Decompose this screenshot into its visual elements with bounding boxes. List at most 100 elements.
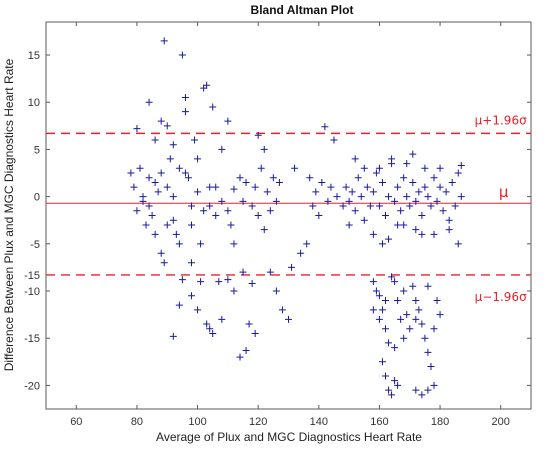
- data-point: [436, 164, 444, 172]
- data-point: [178, 276, 186, 284]
- data-point: [391, 377, 399, 385]
- data-point: [184, 174, 192, 182]
- data-point: [318, 178, 326, 186]
- data-point: [400, 287, 408, 295]
- data-point: [169, 141, 177, 149]
- data-point: [400, 334, 408, 342]
- data-point: [260, 145, 268, 153]
- data-point: [188, 292, 195, 300]
- data-point: [160, 259, 168, 267]
- data-point: [227, 221, 235, 229]
- data-point: [424, 282, 432, 290]
- data-point: [436, 311, 444, 319]
- data-point: [236, 353, 244, 361]
- plot-area-frame: [45, 21, 532, 410]
- data-point: [145, 174, 153, 182]
- data-point: [330, 136, 338, 144]
- data-point: [203, 81, 211, 89]
- data-point: [430, 381, 438, 389]
- data-point: [212, 183, 220, 191]
- data-point: [385, 386, 393, 394]
- data-point: [212, 212, 220, 219]
- data-point: [385, 235, 393, 243]
- x-tick-label: 80: [131, 416, 143, 428]
- data-point: [412, 296, 420, 304]
- x-tick-label: 100: [188, 416, 206, 428]
- data-point: [345, 197, 353, 205]
- data-point: [242, 346, 250, 354]
- data-point: [372, 169, 380, 177]
- data-point: [312, 188, 320, 196]
- data-point: [218, 315, 226, 323]
- data-point: [194, 188, 202, 196]
- data-point: [251, 329, 259, 337]
- data-point: [215, 278, 223, 286]
- data-point: [181, 94, 189, 102]
- data-point: [169, 216, 177, 224]
- data-point: [260, 226, 268, 234]
- data-point: [415, 188, 423, 196]
- data-point: [157, 249, 165, 257]
- data-point: [188, 202, 195, 210]
- data-point: [278, 306, 286, 314]
- data-point: [454, 240, 462, 248]
- data-point: [309, 202, 317, 210]
- data-point: [360, 216, 368, 224]
- data-point: [360, 164, 368, 172]
- data-point: [203, 320, 211, 328]
- data-point: [160, 37, 168, 45]
- data-point: [224, 276, 232, 284]
- x-tick-label: 200: [492, 416, 510, 428]
- data-point: [188, 259, 195, 267]
- data-point: [230, 185, 238, 193]
- data-point: [139, 197, 147, 205]
- data-point: [391, 278, 399, 286]
- data-point: [394, 183, 402, 191]
- chart-title: Bland Altman Plot: [251, 3, 354, 17]
- data-points: [127, 37, 465, 399]
- data-point: [409, 282, 417, 290]
- data-point: [391, 197, 399, 205]
- data-point: [378, 240, 386, 248]
- data-point: [351, 207, 359, 215]
- data-point: [175, 301, 183, 309]
- data-point: [194, 155, 202, 163]
- data-point: [375, 202, 383, 210]
- data-point: [178, 51, 186, 59]
- data-point: [206, 183, 214, 191]
- data-point: [375, 164, 383, 172]
- data-point: [251, 183, 259, 191]
- x-tick-label: 160: [370, 416, 388, 428]
- data-point: [412, 386, 420, 394]
- data-point: [297, 249, 305, 257]
- data-point: [439, 207, 447, 215]
- data-point: [230, 287, 238, 295]
- data-point: [291, 164, 299, 172]
- data-point: [409, 150, 417, 158]
- data-point: [412, 226, 420, 234]
- data-point: [218, 145, 226, 153]
- data-point: [157, 117, 165, 125]
- data-point: [206, 202, 214, 210]
- data-point: [363, 183, 371, 191]
- data-point: [351, 155, 359, 163]
- data-point: [378, 358, 386, 366]
- data-point: [375, 315, 383, 323]
- data-point: [430, 174, 438, 182]
- data-point: [272, 197, 280, 205]
- mean-diff-label: μ: [499, 183, 509, 201]
- data-point: [339, 202, 347, 210]
- data-point: [454, 169, 462, 177]
- data-point: [157, 169, 165, 177]
- data-point: [378, 306, 386, 314]
- data-point: [145, 98, 153, 106]
- data-point: [418, 212, 426, 219]
- x-tick-label: 60: [70, 416, 82, 428]
- data-point: [388, 155, 396, 163]
- y-tick-label: 15: [28, 50, 40, 62]
- y-tick-label: -20: [24, 380, 40, 392]
- data-point: [448, 178, 456, 186]
- data-point: [285, 315, 292, 323]
- data-point: [263, 188, 271, 196]
